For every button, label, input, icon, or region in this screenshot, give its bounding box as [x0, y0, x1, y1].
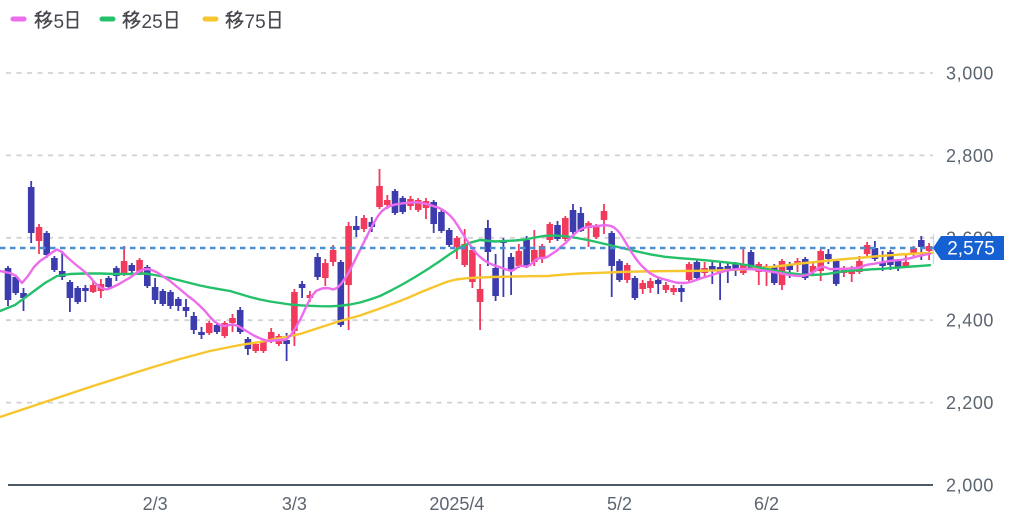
- svg-text:2,400: 2,400: [946, 311, 994, 331]
- svg-text:2/3: 2/3: [143, 494, 168, 514]
- svg-text:75: 75: [245, 12, 266, 33]
- svg-text:5: 5: [54, 12, 65, 33]
- svg-text:3/3: 3/3: [282, 494, 307, 514]
- svg-text:2,200: 2,200: [946, 393, 994, 413]
- svg-text:6/2: 6/2: [754, 494, 779, 514]
- svg-text:2,000: 2,000: [946, 476, 994, 496]
- svg-text:2025/4: 2025/4: [429, 494, 484, 514]
- svg-text:2,575: 2,575: [947, 239, 995, 260]
- svg-text:2,800: 2,800: [946, 146, 994, 166]
- svg-text:25: 25: [142, 12, 163, 33]
- svg-text:5/2: 5/2: [607, 494, 632, 514]
- svg-text:3,000: 3,000: [946, 64, 994, 84]
